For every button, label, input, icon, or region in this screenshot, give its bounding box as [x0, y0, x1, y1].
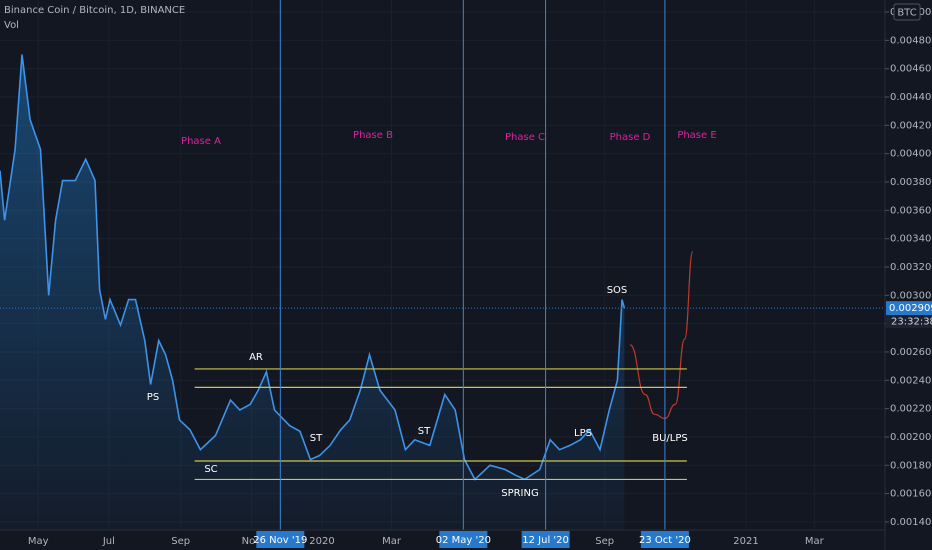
- countdown: 23:32:38: [891, 317, 932, 328]
- x-tick-label: Jul: [102, 536, 115, 547]
- event-label: AR: [249, 352, 263, 363]
- event-label: SPRING: [501, 488, 539, 499]
- marker-label: 12 Jul '20: [522, 535, 569, 546]
- event-label: SC: [204, 464, 217, 475]
- volume-label: Vol: [4, 20, 19, 31]
- y-tick-label: 0.0034000: [890, 234, 932, 245]
- x-tick-label: Mar: [382, 536, 402, 547]
- y-tick-label: 0.0040000: [890, 149, 932, 160]
- currency-box[interactable]: [893, 3, 921, 21]
- x-tick-label: Sep: [595, 536, 614, 547]
- y-tick-label: 0.0024000: [890, 375, 932, 386]
- y-tick-label: 0.0026000: [890, 347, 932, 358]
- marker-label: 26 Nov '19: [253, 535, 307, 546]
- event-label: LPS: [574, 428, 592, 439]
- marker-label-box: [521, 531, 570, 548]
- phase-label: Phase A: [181, 136, 221, 147]
- chart-title: Binance Coin / Bitcoin, 1D, BINANCE: [4, 5, 185, 16]
- phase-label: Phase D: [610, 132, 651, 143]
- event-label: BU/LPS: [652, 433, 688, 444]
- y-tick-label: 0.0036000: [890, 205, 932, 216]
- y-tick-label: 0.0044000: [890, 92, 932, 103]
- y-tick-label: 0.0016000: [890, 489, 932, 500]
- currency[interactable]: BTC: [897, 8, 916, 19]
- y-tick-label: 0.0046000: [890, 64, 932, 75]
- marker-label-box: [256, 531, 305, 548]
- x-tick-label: Nov: [242, 536, 262, 547]
- x-tick-label: May: [28, 536, 49, 547]
- y-tick-label: 0.0022000: [890, 404, 932, 415]
- marker-label-box: [439, 531, 488, 548]
- event-label: ST: [418, 426, 431, 437]
- event-label: ST: [310, 433, 323, 444]
- event-label: SOS: [607, 285, 628, 296]
- y-tick-label: 0.0030000: [890, 290, 932, 301]
- x-tick-label: 2020: [309, 536, 334, 547]
- y-tick-label: 0.0042000: [890, 120, 932, 131]
- last-price-box: [886, 301, 932, 316]
- y-tick-label: 0.0020000: [890, 432, 932, 443]
- price-area: [0, 54, 625, 530]
- y-tick-label: 0.0014000: [890, 517, 932, 528]
- phase-label: Phase B: [353, 130, 393, 141]
- y-tick-label: 0.0038000: [890, 177, 932, 188]
- last-price-label: 0.0029094: [889, 303, 932, 314]
- phase-label: Phase E: [677, 130, 716, 141]
- marker-label: 23 Oct '20: [639, 535, 691, 546]
- x-tick-label: 2021: [733, 536, 758, 547]
- x-tick-label: Sep: [171, 536, 190, 547]
- x-tick-label: Mar: [805, 536, 825, 547]
- event-label: PS: [147, 392, 159, 403]
- y-tick-label: 0.0032000: [890, 262, 932, 273]
- countdown-box: [886, 315, 932, 329]
- y-tick-label: 0.0018000: [890, 460, 932, 471]
- marker-label-box: [640, 531, 689, 548]
- phase-label: Phase C: [505, 132, 545, 143]
- price-line: [0, 54, 626, 481]
- y-tick-label: 0.0048000: [890, 35, 932, 46]
- marker-label: 02 May '20: [436, 535, 491, 546]
